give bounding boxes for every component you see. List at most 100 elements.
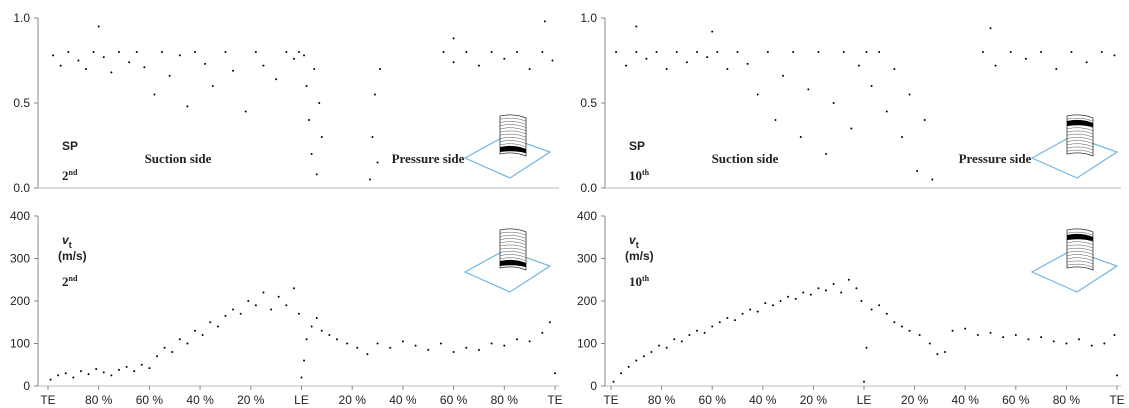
point	[635, 359, 638, 362]
point	[817, 51, 820, 53]
point	[964, 327, 967, 330]
point	[860, 300, 863, 302]
layer-suffix: nd	[69, 274, 78, 283]
point	[439, 342, 442, 345]
point	[1113, 334, 1116, 336]
blade-icon	[463, 114, 552, 179]
point	[635, 51, 638, 53]
point	[741, 312, 744, 315]
point	[936, 353, 939, 356]
y-tick-label: 1.0	[13, 11, 30, 25]
point	[779, 300, 782, 302]
point	[696, 51, 699, 53]
x-tick-label: 20 %	[901, 393, 929, 407]
y-tick-label: 1.0	[580, 11, 597, 25]
point	[303, 54, 306, 57]
point	[685, 61, 688, 64]
point	[1040, 336, 1043, 339]
point	[543, 20, 546, 23]
point	[374, 93, 377, 96]
point	[870, 85, 873, 87]
point	[285, 51, 288, 53]
x-tick-label: 60 %	[136, 393, 164, 407]
layer-label: 2nd	[62, 274, 78, 289]
point	[232, 69, 235, 72]
point	[1103, 342, 1106, 345]
point	[893, 321, 896, 324]
point	[168, 74, 171, 77]
blade-line	[1066, 263, 1094, 268]
blade-line	[1066, 247, 1094, 252]
y-tick-label: 0	[590, 379, 597, 393]
point	[951, 329, 954, 332]
layer-suffix: nd	[69, 168, 78, 177]
point	[97, 25, 100, 28]
x-tick-label: 80 %	[491, 393, 519, 407]
x-tick-label: 40 %	[749, 393, 777, 407]
point	[194, 51, 197, 53]
point	[1055, 68, 1058, 70]
point	[140, 363, 143, 366]
point	[427, 348, 430, 351]
point	[802, 291, 805, 294]
blade-icon	[1030, 228, 1119, 293]
point	[262, 64, 265, 67]
blade-icon	[463, 228, 552, 293]
point	[817, 287, 820, 290]
point	[900, 136, 903, 138]
point	[981, 51, 984, 53]
point	[885, 312, 888, 315]
y-tick-label: 0	[23, 379, 30, 393]
y-tick-label: 0.0	[13, 181, 30, 195]
blade-line	[1066, 251, 1094, 255]
point	[117, 368, 120, 371]
blade-line	[1066, 130, 1094, 135]
layer-suffix: th	[642, 168, 650, 177]
point	[857, 64, 860, 67]
point	[847, 278, 850, 281]
point	[389, 346, 392, 349]
point	[994, 64, 997, 67]
point	[625, 64, 628, 67]
point	[799, 136, 802, 138]
point	[328, 334, 331, 336]
point	[1009, 51, 1012, 53]
point	[807, 88, 810, 91]
point	[297, 51, 300, 53]
point	[153, 93, 156, 96]
point	[59, 64, 62, 67]
point	[209, 321, 212, 324]
point	[612, 380, 615, 383]
point	[379, 68, 382, 70]
point	[318, 102, 321, 104]
point	[635, 25, 638, 28]
label-symbol: v	[629, 233, 637, 247]
point	[161, 51, 164, 53]
point	[764, 302, 767, 305]
point	[315, 317, 318, 319]
blade-line	[1066, 241, 1094, 246]
blade-band	[1067, 119, 1093, 127]
point	[782, 74, 785, 77]
blade-line	[1066, 244, 1094, 249]
point	[726, 68, 729, 70]
x-tick-label: LE	[857, 393, 872, 407]
point	[376, 161, 379, 164]
point	[718, 321, 721, 324]
point	[655, 51, 658, 53]
point	[275, 78, 278, 81]
layer-label: 10th	[629, 274, 650, 289]
point	[320, 136, 323, 138]
x-tick-label: 40 %	[186, 393, 214, 407]
blade-line	[1066, 140, 1094, 144]
point	[85, 68, 88, 70]
point	[870, 308, 873, 311]
point	[292, 287, 295, 290]
point	[855, 287, 858, 290]
blade-line	[1066, 231, 1094, 236]
point	[305, 85, 308, 87]
point	[680, 340, 683, 343]
point	[503, 344, 506, 347]
point	[308, 119, 311, 121]
point	[490, 51, 493, 53]
